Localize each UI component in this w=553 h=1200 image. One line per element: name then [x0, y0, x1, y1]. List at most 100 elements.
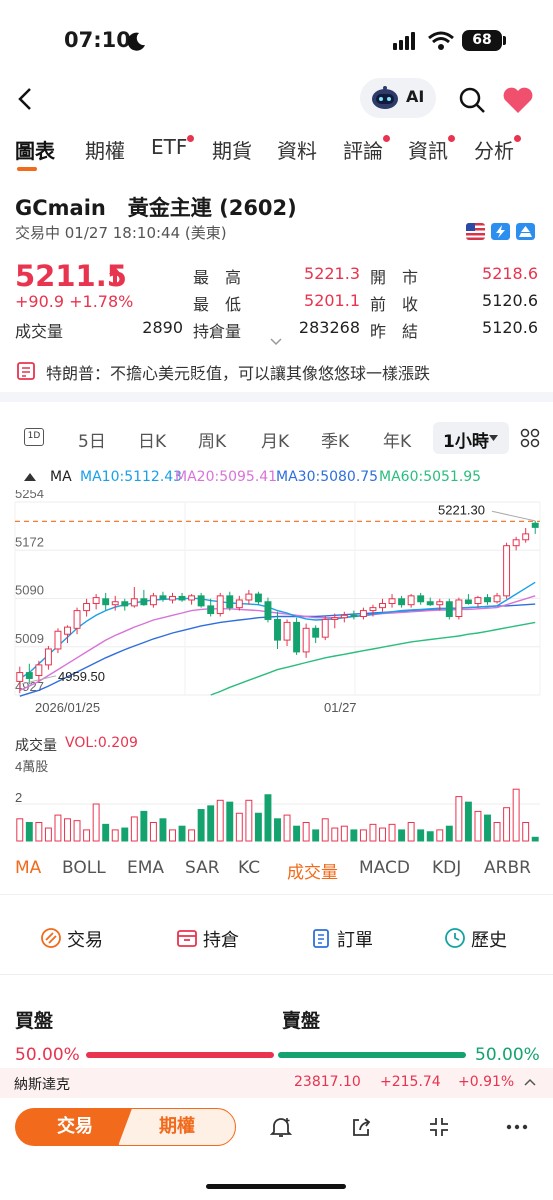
- tab-chart[interactable]: 圖表: [15, 135, 55, 164]
- status-bar: 07:10 68: [0, 0, 553, 80]
- sell-percent: 50.00%: [475, 1045, 540, 1065]
- volume-bar: [283, 814, 291, 842]
- price-alert-bell-icon[interactable]: [269, 1115, 293, 1139]
- candle-body: [235, 599, 243, 609]
- grid-layout-icon[interactable]: [520, 428, 540, 448]
- tab-options[interactable]: 期權: [85, 135, 125, 164]
- history-action[interactable]: 歷史: [444, 923, 524, 953]
- volume-bar: [474, 810, 482, 842]
- indicator-boll[interactable]: BOLL: [62, 858, 106, 878]
- period-1h-selector[interactable]: 1小時: [433, 422, 509, 454]
- news-headline[interactable]: 特朗普：不擔心美元貶值，可以讓其像悠悠球一樣漲跌: [46, 364, 431, 383]
- candle-body: [64, 626, 71, 635]
- period-weekly[interactable]: 周K: [198, 432, 227, 452]
- candle-body: [493, 595, 501, 603]
- ma30-legend: MA30:5080.75: [276, 469, 379, 485]
- tab-analysis[interactable]: 分析: [474, 135, 521, 164]
- volume-bar: [207, 805, 215, 842]
- search-icon[interactable]: [458, 86, 486, 114]
- change-value: +90.9: [15, 292, 65, 311]
- trade-button[interactable]: 交易: [15, 1108, 135, 1146]
- chevron-up-icon[interactable]: [524, 1078, 536, 1086]
- trade-action[interactable]: 交易: [40, 923, 120, 953]
- more-options-icon[interactable]: [506, 1124, 528, 1130]
- ma20-legend: MA20:5095.41: [175, 469, 278, 485]
- ai-assistant-button[interactable]: AI: [360, 78, 436, 118]
- volume-bar: [512, 788, 520, 842]
- volume-bar: [235, 812, 243, 842]
- robot-icon: [372, 86, 398, 109]
- collapse-fullscreen-icon[interactable]: [429, 1117, 449, 1137]
- indicator-ma[interactable]: MA: [15, 858, 42, 878]
- y-tick-label: 5172: [15, 534, 44, 549]
- period-yearly[interactable]: 年K: [383, 432, 412, 452]
- index-ticker[interactable]: 納斯達克 23817.10 +215.74 +0.91%: [0, 1068, 553, 1098]
- instrument-title: GCmain 黃金主連 (2602): [15, 192, 297, 222]
- favorite-heart-icon[interactable]: [502, 86, 534, 114]
- options-button[interactable]: 期權: [118, 1108, 236, 1146]
- trade-label: 交易: [67, 930, 103, 951]
- ai-label: AI: [406, 87, 425, 106]
- indicator-macd[interactable]: MACD: [359, 858, 410, 878]
- volume-bar: [149, 822, 157, 842]
- volume-bar: [455, 796, 463, 842]
- volume-bar: [73, 820, 81, 842]
- notification-dot: [448, 135, 455, 142]
- tab-label: ETF: [151, 135, 188, 159]
- candle-body: [130, 598, 138, 607]
- volume-bar: [121, 827, 129, 842]
- volume-bar: [64, 818, 71, 842]
- volume-bar: [321, 818, 329, 842]
- indicator-volume[interactable]: 成交量: [287, 863, 338, 883]
- period-5d[interactable]: 5日: [78, 432, 106, 452]
- intraday-icon[interactable]: 1D: [24, 428, 44, 446]
- candle-body: [512, 539, 520, 547]
- candle-body: [35, 664, 43, 677]
- share-icon[interactable]: [350, 1116, 372, 1138]
- candle-body: [522, 533, 530, 541]
- indicator-kc[interactable]: KC: [238, 858, 261, 878]
- back-icon[interactable]: [14, 86, 36, 112]
- clock: 07:10: [64, 28, 131, 52]
- tab-news[interactable]: 資訊: [408, 135, 455, 164]
- battery-indicator: 68: [462, 30, 502, 51]
- trading-status: 交易中 01/27 18:10:44 (美東): [15, 224, 227, 242]
- indicator-sar[interactable]: SAR: [185, 858, 220, 878]
- ma-legend-label: MA: [50, 469, 72, 485]
- period-daily[interactable]: 日K: [138, 432, 167, 452]
- collapse-caret-icon[interactable]: [24, 472, 36, 482]
- tab-comments[interactable]: 評論: [343, 135, 390, 164]
- volume-bar: [312, 829, 320, 842]
- positions-action[interactable]: 持倉: [176, 923, 256, 953]
- section-divider: [0, 392, 553, 402]
- candle-body: [102, 598, 110, 606]
- indicator-ema[interactable]: EMA: [127, 858, 165, 878]
- candle-body: [207, 605, 215, 615]
- volume-bar: [484, 814, 491, 842]
- orders-action[interactable]: 訂單: [310, 923, 390, 953]
- period-1h-label: 1小時: [443, 432, 489, 452]
- period-monthly[interactable]: 月K: [261, 432, 290, 452]
- tab-futures[interactable]: 期貨: [212, 135, 252, 164]
- volume-bar: [331, 827, 339, 842]
- last-price: 5211.5: [15, 259, 127, 293]
- volume-bar: [264, 794, 272, 842]
- volume-chart[interactable]: 4萬股 2: [0, 755, 553, 845]
- period-quarterly[interactable]: 季K: [321, 432, 350, 452]
- expand-chevron-icon[interactable]: [270, 338, 282, 346]
- candle-body: [83, 603, 91, 612]
- candle-body: [25, 672, 33, 679]
- tab-data[interactable]: 資料: [277, 135, 317, 164]
- tab-label: 資料: [277, 139, 317, 163]
- volume-bar: [302, 822, 310, 842]
- indicator-arbr[interactable]: ARBR: [484, 858, 531, 878]
- tab-etf[interactable]: ETF: [151, 135, 195, 159]
- tab-label: 期貨: [212, 139, 252, 163]
- home-indicator: [206, 1184, 346, 1189]
- indicator-kdj[interactable]: KDJ: [432, 858, 462, 878]
- candle-body: [417, 595, 425, 603]
- tab-bar: 圖表 期權 ETF 期貨 資料 評論 資訊 分析: [0, 135, 553, 175]
- candle-body: [254, 593, 262, 603]
- candle-body: [140, 598, 148, 606]
